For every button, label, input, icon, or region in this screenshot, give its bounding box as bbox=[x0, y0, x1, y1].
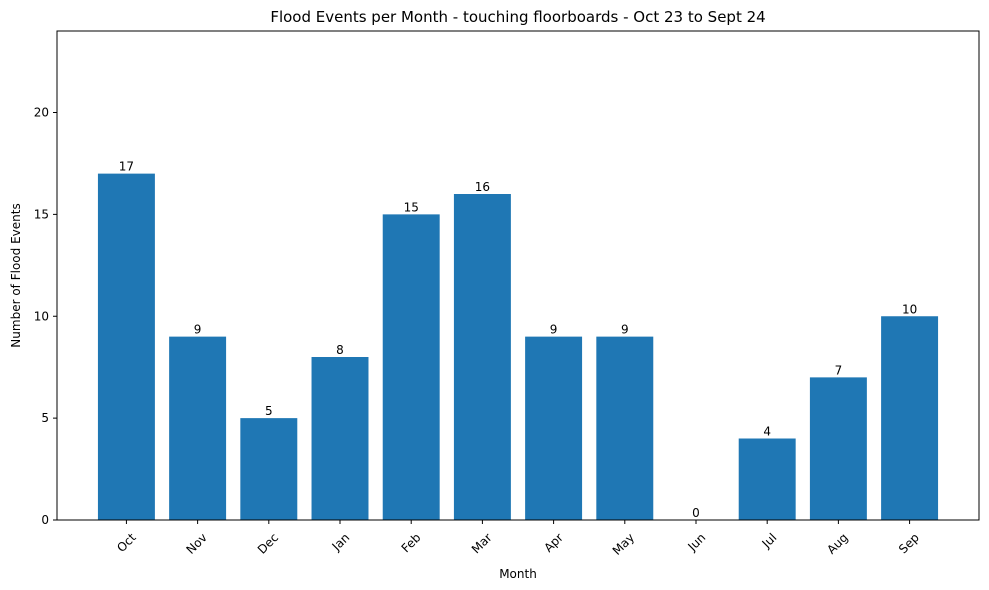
data-labels-group: 17 9 5 8 15 16 9 9 0 4 7 10 bbox=[119, 160, 917, 520]
bar-feb bbox=[382, 214, 440, 520]
data-label-dec: 5 bbox=[265, 404, 273, 418]
bar-dec bbox=[240, 418, 298, 520]
x-tick-label-aug: Aug bbox=[824, 530, 850, 556]
data-label-sep: 10 bbox=[902, 302, 917, 316]
y-tick-label-0: 0 bbox=[41, 513, 49, 527]
data-label-feb: 15 bbox=[404, 200, 419, 214]
data-label-oct: 17 bbox=[119, 160, 134, 174]
x-tick-label-sep: Sep bbox=[896, 530, 922, 556]
x-tick-label-nov: Nov bbox=[183, 530, 209, 556]
x-axis-ticks: Oct Nov Dec Jan Feb Mar Apr May Jun Jul Aug Sep bbox=[114, 520, 922, 558]
x-tick-label-jul: Jul bbox=[759, 530, 780, 551]
data-label-jun: 0 bbox=[692, 506, 700, 520]
bar-jan bbox=[311, 357, 369, 520]
bar-nov bbox=[169, 336, 227, 520]
data-label-apr: 9 bbox=[550, 323, 558, 337]
bar-sep bbox=[881, 316, 939, 520]
y-axis-label: Number of Flood Events bbox=[9, 203, 23, 347]
y-tick-label-20: 20 bbox=[34, 106, 49, 120]
bar-aug bbox=[809, 377, 867, 520]
data-label-may: 9 bbox=[621, 323, 629, 337]
x-tick-label-mar: Mar bbox=[469, 530, 495, 556]
chart-title: Flood Events per Month - touching floorb… bbox=[270, 8, 765, 26]
x-tick-label-may: May bbox=[610, 530, 637, 557]
y-tick-label-15: 15 bbox=[34, 207, 49, 221]
x-tick-label-feb: Feb bbox=[399, 530, 424, 555]
x-tick-label-jun: Jun bbox=[684, 530, 708, 554]
data-label-nov: 9 bbox=[194, 323, 202, 337]
x-tick-label-apr: Apr bbox=[541, 530, 566, 555]
y-axis-ticks: 0 5 10 15 20 bbox=[34, 106, 57, 527]
bar-may bbox=[596, 336, 654, 520]
x-tick-label-dec: Dec bbox=[255, 530, 281, 556]
bar-mar bbox=[453, 194, 511, 520]
data-label-mar: 16 bbox=[475, 180, 490, 194]
y-tick-label-5: 5 bbox=[41, 411, 49, 425]
plot-area-frame bbox=[56, 30, 980, 521]
x-tick-label-jan: Jan bbox=[329, 530, 353, 554]
data-label-aug: 7 bbox=[835, 363, 843, 377]
bar-oct bbox=[97, 173, 155, 520]
x-tick-label-oct: Oct bbox=[114, 530, 139, 555]
data-label-jan: 8 bbox=[336, 343, 344, 357]
y-tick-label-10: 10 bbox=[34, 309, 49, 323]
bars-group bbox=[97, 173, 939, 520]
bar-apr bbox=[525, 336, 583, 520]
x-axis-label: Month bbox=[499, 567, 537, 581]
data-label-jul: 4 bbox=[763, 425, 771, 439]
bar-jul bbox=[738, 438, 796, 520]
